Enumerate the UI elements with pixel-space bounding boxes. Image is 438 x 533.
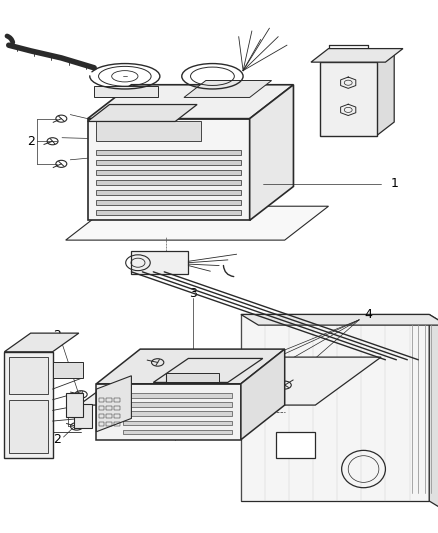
Text: 2: 2 (27, 135, 35, 148)
Polygon shape (184, 80, 272, 98)
Bar (114, 422, 120, 426)
Bar (106, 406, 112, 410)
Bar (106, 422, 112, 426)
Polygon shape (377, 49, 394, 135)
Bar (106, 398, 112, 402)
Polygon shape (276, 432, 315, 458)
Polygon shape (96, 170, 241, 175)
Polygon shape (153, 359, 263, 383)
Polygon shape (241, 314, 438, 325)
Polygon shape (429, 314, 438, 512)
Polygon shape (320, 62, 377, 135)
Bar (114, 398, 120, 402)
Polygon shape (96, 200, 241, 205)
Bar (114, 406, 120, 410)
Polygon shape (241, 349, 285, 440)
Text: 4: 4 (364, 308, 372, 321)
Bar (114, 414, 120, 418)
Polygon shape (250, 85, 293, 220)
Polygon shape (311, 49, 403, 62)
Polygon shape (241, 314, 429, 501)
Bar (99, 406, 104, 410)
Polygon shape (4, 352, 53, 458)
Polygon shape (4, 333, 79, 352)
Polygon shape (131, 252, 188, 274)
Polygon shape (96, 376, 131, 432)
Text: 1: 1 (390, 177, 398, 190)
Polygon shape (74, 404, 92, 427)
Polygon shape (79, 357, 381, 405)
Bar (99, 398, 104, 402)
Polygon shape (9, 400, 48, 453)
Bar (99, 414, 104, 418)
Polygon shape (166, 373, 219, 383)
Text: 3: 3 (189, 287, 197, 300)
Text: 2: 2 (53, 329, 61, 342)
Polygon shape (66, 206, 328, 240)
Polygon shape (88, 104, 197, 122)
Polygon shape (94, 86, 158, 98)
Polygon shape (96, 349, 285, 384)
Polygon shape (53, 362, 83, 378)
Polygon shape (96, 150, 241, 156)
Polygon shape (96, 180, 241, 185)
Text: 1: 1 (171, 420, 179, 433)
Polygon shape (66, 393, 83, 417)
Polygon shape (123, 421, 232, 425)
Bar (106, 414, 112, 418)
Polygon shape (9, 357, 48, 394)
Polygon shape (96, 160, 241, 165)
Polygon shape (88, 85, 293, 119)
Polygon shape (123, 411, 232, 416)
Text: 2: 2 (53, 433, 61, 446)
Polygon shape (96, 122, 201, 141)
Polygon shape (123, 402, 232, 407)
Polygon shape (123, 393, 232, 398)
Polygon shape (96, 384, 241, 440)
Polygon shape (123, 430, 232, 434)
Polygon shape (88, 119, 250, 220)
Polygon shape (96, 209, 241, 215)
Polygon shape (96, 190, 241, 195)
Bar (99, 422, 104, 426)
